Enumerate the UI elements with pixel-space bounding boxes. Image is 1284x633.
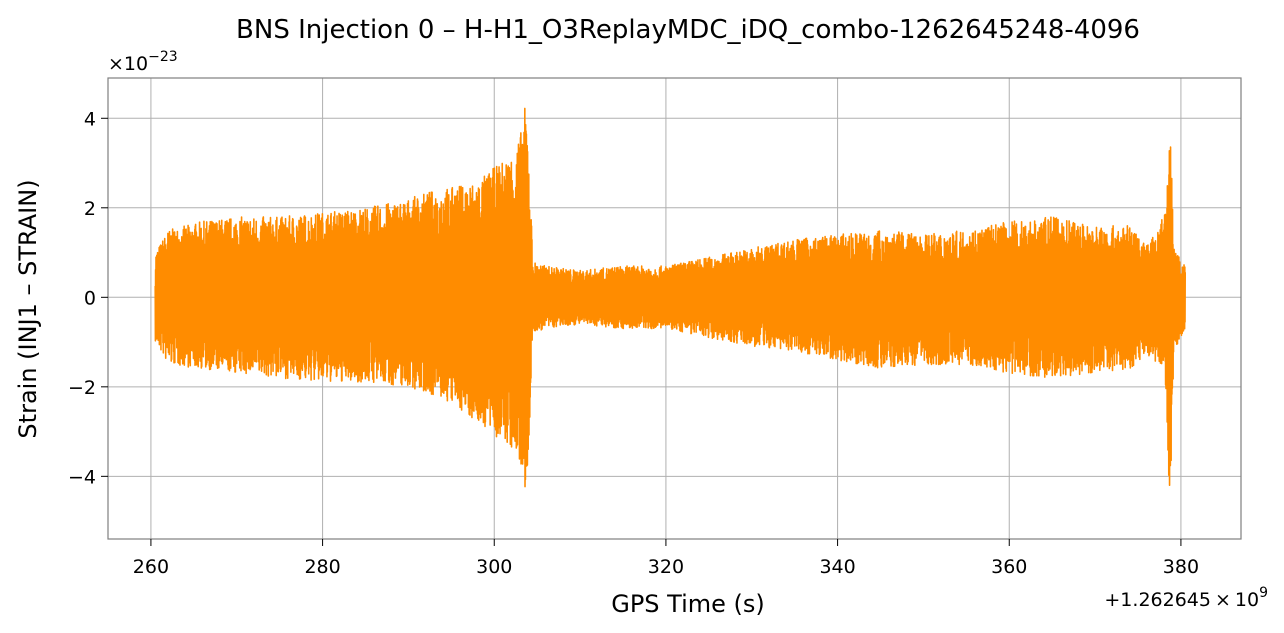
strain-line bbox=[154, 107, 1187, 488]
x-offset-label: +1.262645 × 109 bbox=[1104, 585, 1268, 611]
y-tick-label: −2 bbox=[68, 377, 96, 399]
x-tick-label: 300 bbox=[476, 556, 512, 578]
x-tick-label: 260 bbox=[133, 556, 169, 578]
x-tick-label: 360 bbox=[991, 556, 1027, 578]
y-tick-label: 2 bbox=[84, 198, 96, 220]
y-tick-label: −4 bbox=[68, 466, 96, 488]
x-axis-label: GPS Time (s) bbox=[611, 590, 765, 618]
y-scale-label: ×10−23 bbox=[108, 49, 178, 75]
x-axis: 260 280 300 320 340 360 380 bbox=[133, 539, 1199, 578]
y-axis: −4 −2 0 2 4 bbox=[68, 108, 108, 488]
x-tick-label: 340 bbox=[819, 556, 855, 578]
x-tick-label: 380 bbox=[1163, 556, 1199, 578]
x-tick-label: 280 bbox=[304, 556, 340, 578]
x-tick-label: 320 bbox=[648, 556, 684, 578]
y-axis-label: Strain (INJ1 – STRAIN) bbox=[14, 179, 42, 438]
strain-series bbox=[154, 107, 1187, 488]
chart-title: BNS Injection 0 – H-H1_O3ReplayMDC_iDQ_c… bbox=[236, 15, 1140, 45]
y-tick-label: 0 bbox=[84, 287, 96, 309]
y-tick-label: 4 bbox=[84, 108, 96, 130]
plot-frame bbox=[107, 77, 1242, 540]
